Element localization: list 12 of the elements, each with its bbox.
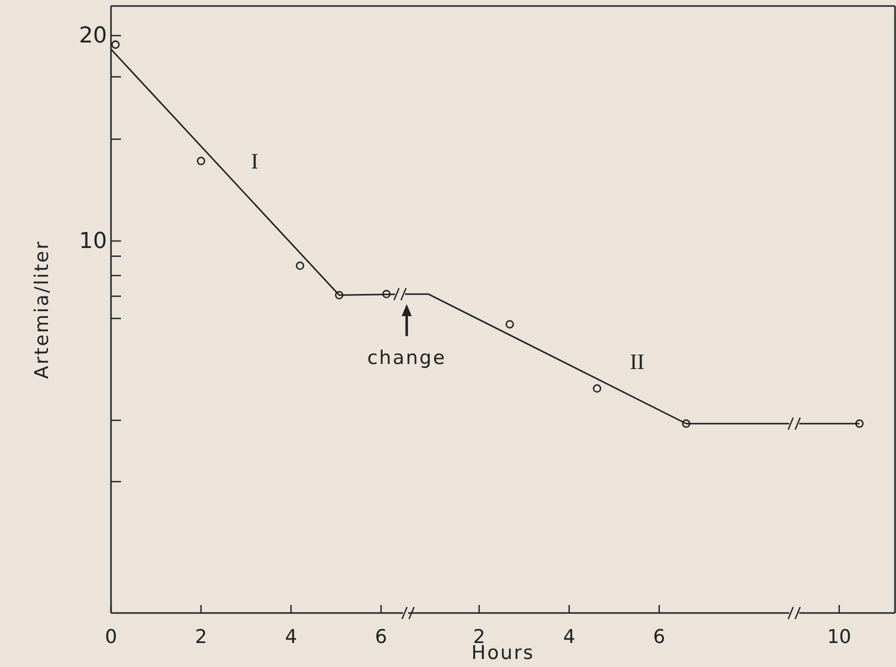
x-tick-label: 4 [284,626,298,648]
x-tick-label: 6 [374,626,388,648]
y-axis-title: Artemia/liter [31,240,53,379]
x-tick-label: 4 [563,626,576,648]
x-tick-label: 10 [827,626,852,648]
x-tick-label: 6 [653,626,666,648]
annotation: II [630,349,644,374]
annotation: I [251,148,258,174]
y-tick-label: 20 [79,24,107,49]
x-tick-label: 2 [194,626,208,648]
x-tick-label: 0 [104,626,118,648]
annotation: change [367,347,446,370]
